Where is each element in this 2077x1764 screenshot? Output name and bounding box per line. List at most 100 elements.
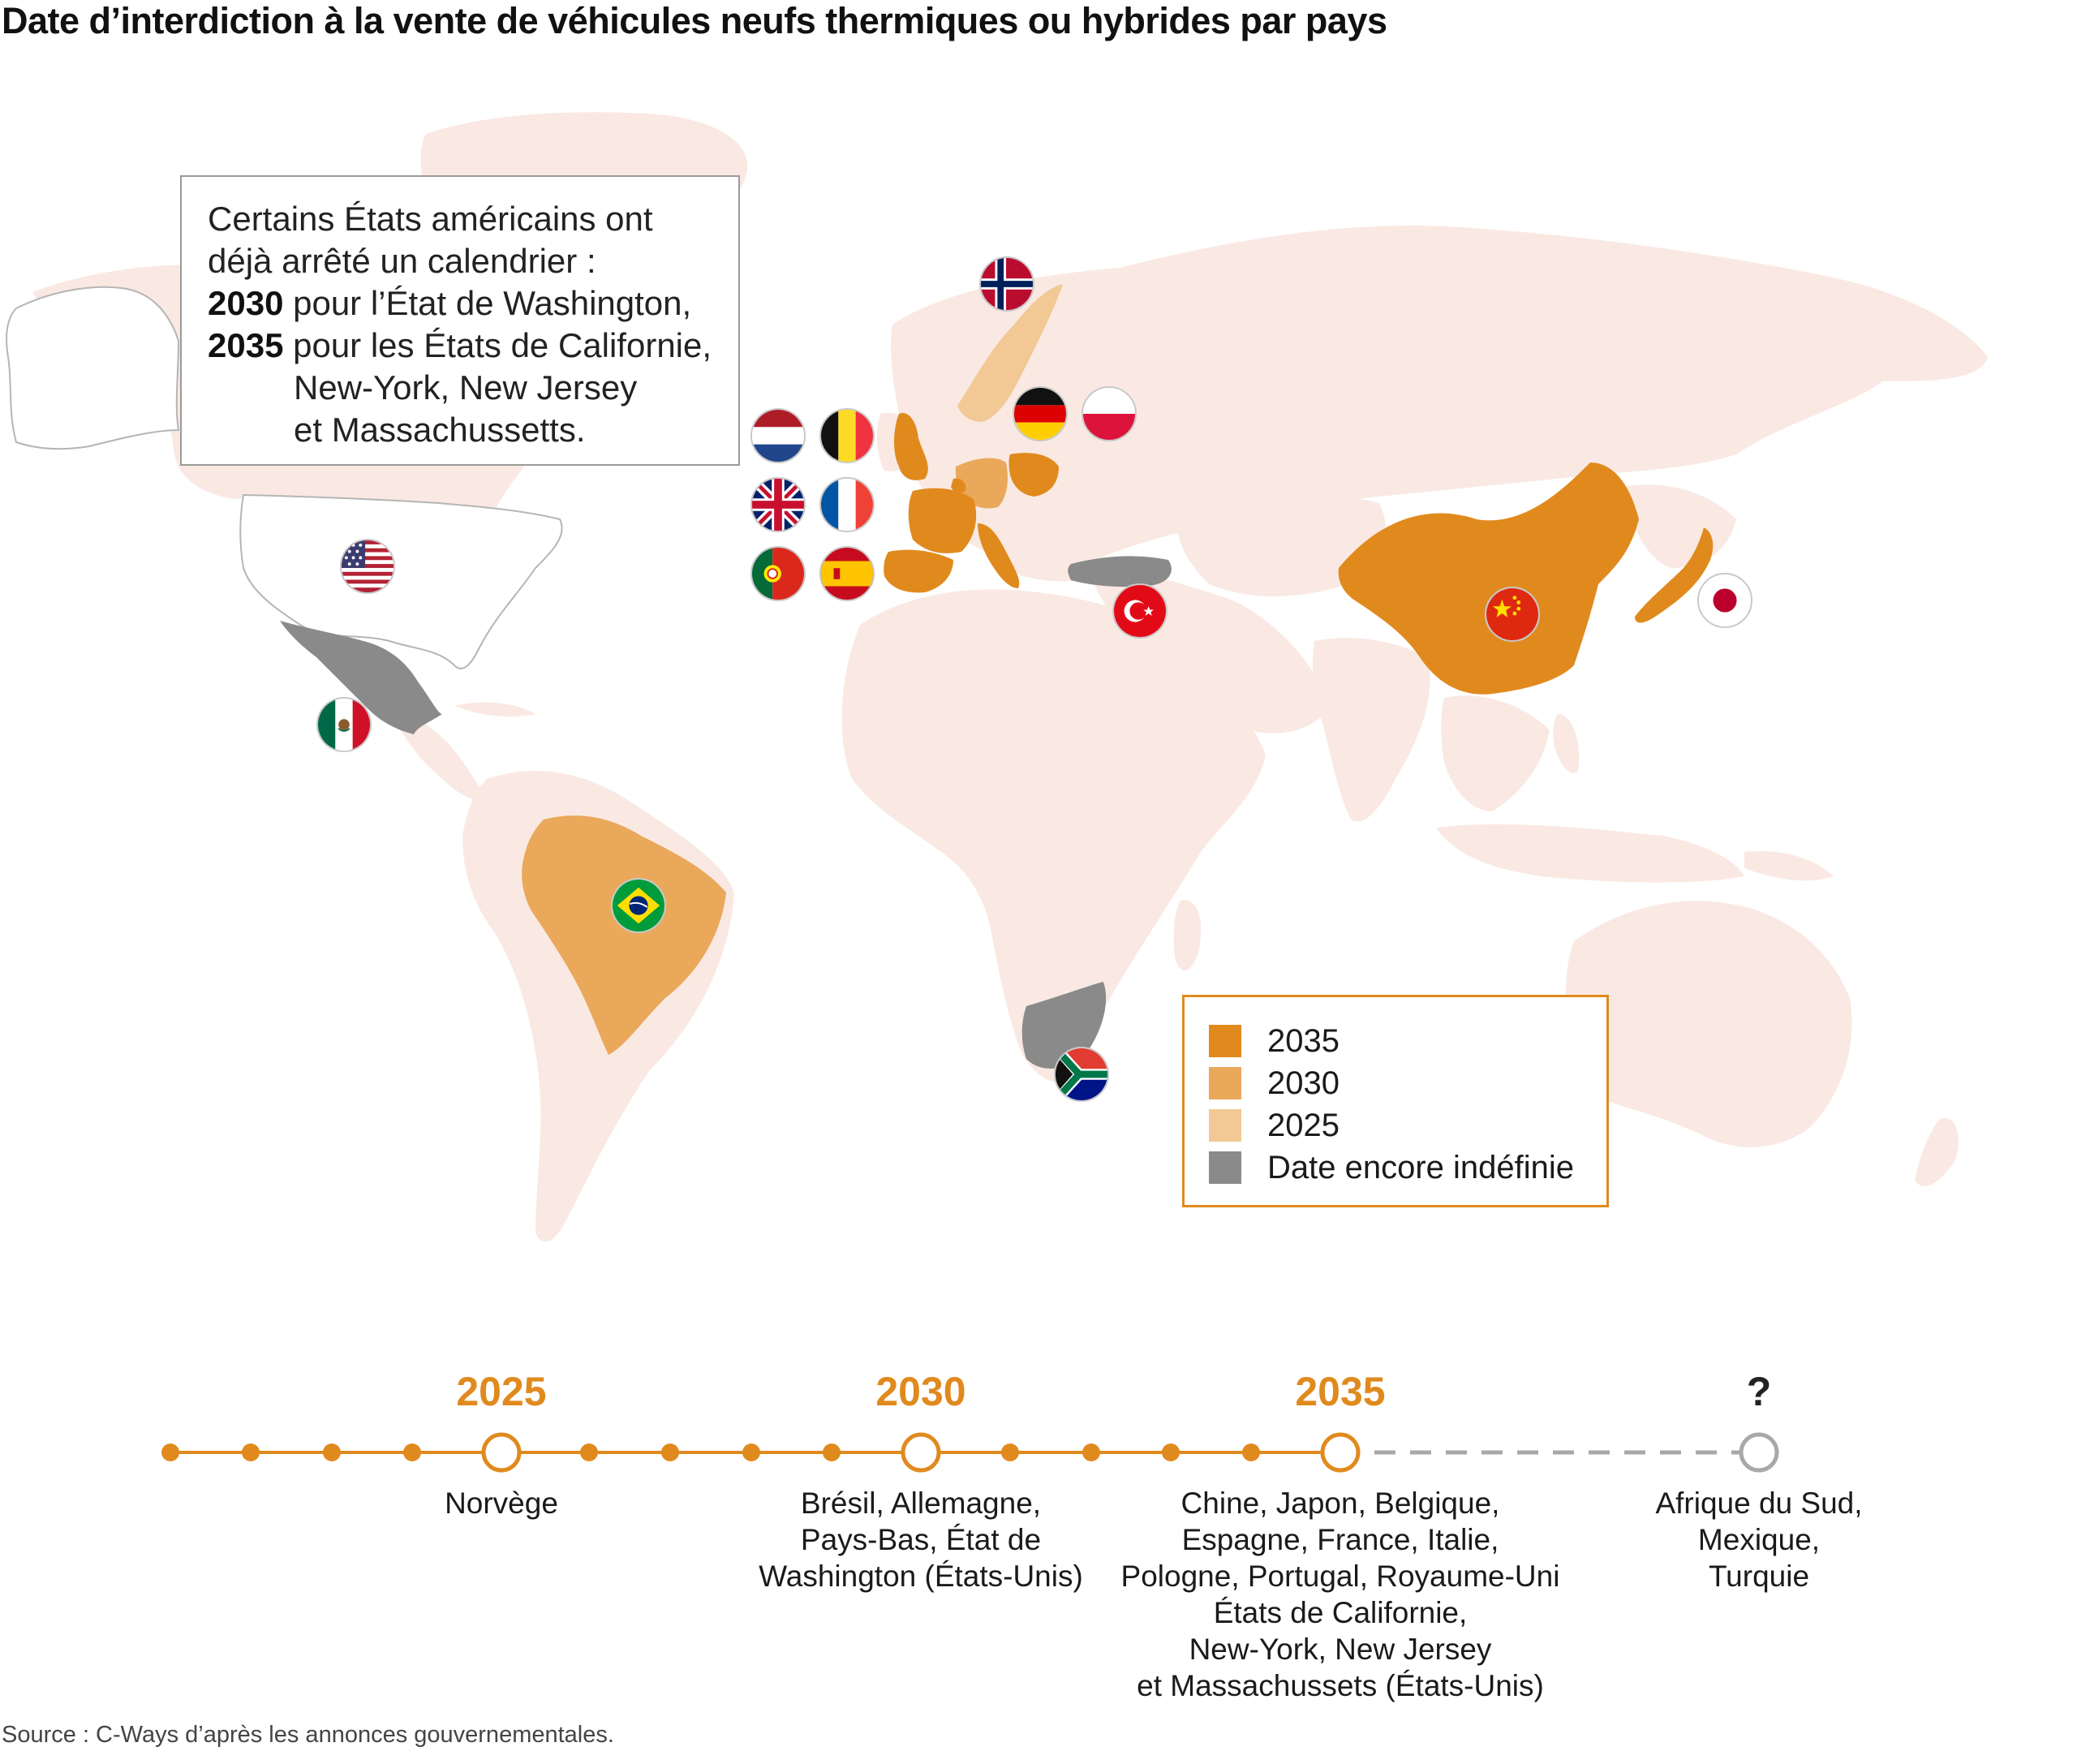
note-line: déjà arrêté un calendrier :: [208, 242, 596, 280]
japan-flag: [1697, 573, 1752, 628]
note-text: pour les États de Californie,: [283, 326, 712, 364]
timeline-dot: [403, 1443, 421, 1461]
brazil-flag: [611, 878, 666, 933]
timeline-countries-2025: Norvège: [274, 1485, 729, 1521]
timeline-dot: [742, 1443, 760, 1461]
south-africa-flag: [1054, 1047, 1109, 1102]
us-states-note: Certains États américains ont déjà arrêt…: [180, 175, 740, 466]
country-line: Mexique,: [1697, 1523, 1821, 1556]
france-flag: [819, 477, 875, 532]
spain-portugal-map: [884, 549, 953, 593]
country-line: Afrique du Sud,: [1655, 1486, 1863, 1520]
caribbean: [454, 702, 535, 716]
germany-netherlands-map: [955, 458, 1008, 509]
uk-map: [894, 413, 928, 480]
country-line: Turquie: [1708, 1560, 1810, 1593]
country-line: États de Californie,: [1213, 1596, 1468, 1629]
note-text: pour l’État de Washington,: [283, 284, 692, 322]
page-title: Date d’interdiction à la vente de véhicu…: [2, 0, 1387, 41]
country-line: Chine, Japon, Belgique,: [1180, 1486, 1500, 1520]
timeline-year-2035: 2035: [1295, 1369, 1386, 1414]
turkey-map: [1068, 556, 1172, 587]
source-note: Source : C-Ways d’après les annonces gou…: [2, 1722, 614, 1748]
note-line: et Massachussetts.: [294, 411, 586, 449]
timeline-dot: [242, 1443, 260, 1461]
portugal-flag: [750, 546, 806, 601]
europe-russia: [891, 226, 1988, 563]
note-line: Certains États américains ont: [208, 200, 653, 238]
country-line: Espagne, France, Italie,: [1181, 1523, 1499, 1556]
timeline-marker-2030: [901, 1432, 941, 1473]
timeline-dot: [823, 1443, 841, 1461]
france-map: [908, 488, 977, 553]
usa-map: [239, 493, 563, 669]
timeline-year-unknown: ?: [1746, 1369, 1772, 1414]
note-year: 2030: [208, 284, 284, 322]
country-line: Washington (États-Unis): [759, 1560, 1083, 1593]
usa-flag: [340, 539, 395, 594]
map-legend: 2035 2030 2025 Date encore indéfinie: [1182, 995, 1609, 1207]
legend-swatch: [1209, 1151, 1241, 1184]
turkey-flag: [1112, 583, 1168, 639]
country-line: New-York, New Jersey: [1189, 1633, 1492, 1666]
central-asia: [1176, 491, 1386, 596]
legend-swatch: [1209, 1067, 1241, 1099]
timeline-marker-unknown: [1739, 1432, 1779, 1473]
legend-swatch: [1209, 1025, 1241, 1057]
country-line: Pologne, Portugal, Royaume-Uni: [1120, 1560, 1560, 1593]
netherlands-flag: [750, 408, 806, 463]
spain-flag: [819, 546, 875, 601]
timeline-dot: [1082, 1443, 1100, 1461]
country-line: Pays-Bas, État de: [800, 1523, 1042, 1556]
brazil-map: [522, 815, 726, 1055]
japan-map: [1635, 527, 1714, 623]
country-line: Norvège: [445, 1486, 558, 1520]
southeast-asia: [1441, 695, 1550, 811]
timeline-dot: [161, 1443, 179, 1461]
note-line: New-York, New Jersey: [294, 368, 638, 407]
timeline-countries-2030: Brésil, Allemagne, Pays-Bas, État de Was…: [694, 1485, 1148, 1594]
timeline-ticks: [161, 1443, 1260, 1461]
legend-item-2030: 2030: [1209, 1062, 1606, 1104]
timeline-marker-2025: [481, 1432, 522, 1473]
timeline-year-2030: 2030: [875, 1369, 966, 1414]
legend-item-2025: 2025: [1209, 1104, 1606, 1147]
norway-map: [957, 284, 1063, 422]
legend-swatch: [1209, 1109, 1241, 1142]
alaska: [6, 286, 180, 450]
country-line: Brésil, Allemagne,: [800, 1486, 1042, 1520]
mexico-flag: [316, 697, 372, 752]
country-line: et Massachussets (États-Unis): [1137, 1669, 1544, 1702]
timeline-countries-unknown: Afrique du Sud, Mexique, Turquie: [1532, 1485, 1986, 1594]
timeline-dot: [1001, 1443, 1019, 1461]
belgium-map: [951, 478, 966, 493]
legend-label: 2035: [1267, 1022, 1340, 1059]
italy-map: [978, 523, 1020, 588]
timeline-dot: [580, 1443, 598, 1461]
china-flag: [1485, 587, 1540, 642]
india: [1313, 638, 1430, 822]
timeline-dot: [1242, 1443, 1260, 1461]
philippines: [1553, 714, 1580, 773]
africa: [841, 589, 1266, 1082]
belgium-flag: [819, 408, 875, 463]
timeline-countries-2035: Chine, Japon, Belgique, Espagne, France,…: [1113, 1485, 1567, 1704]
timeline-dot: [1162, 1443, 1180, 1461]
legend-item-2035: 2035: [1209, 1020, 1606, 1062]
australia: [1566, 901, 1852, 1147]
note-year: 2035: [208, 326, 284, 364]
germany-flag: [1013, 386, 1068, 441]
indonesia: [1436, 824, 1744, 883]
timeline-marker-2035: [1320, 1432, 1361, 1473]
legend-label: 2030: [1267, 1065, 1340, 1101]
timeline-dot: [661, 1443, 679, 1461]
norway-flag: [979, 256, 1034, 312]
legend-label: 2025: [1267, 1107, 1340, 1143]
legend-label: Date encore indéfinie: [1267, 1149, 1575, 1185]
timeline-year-2025: 2025: [456, 1369, 547, 1414]
new-zealand: [1915, 1118, 1959, 1186]
china-map: [1338, 463, 1639, 695]
poland-map: [1008, 453, 1059, 497]
madagascar: [1173, 900, 1202, 971]
